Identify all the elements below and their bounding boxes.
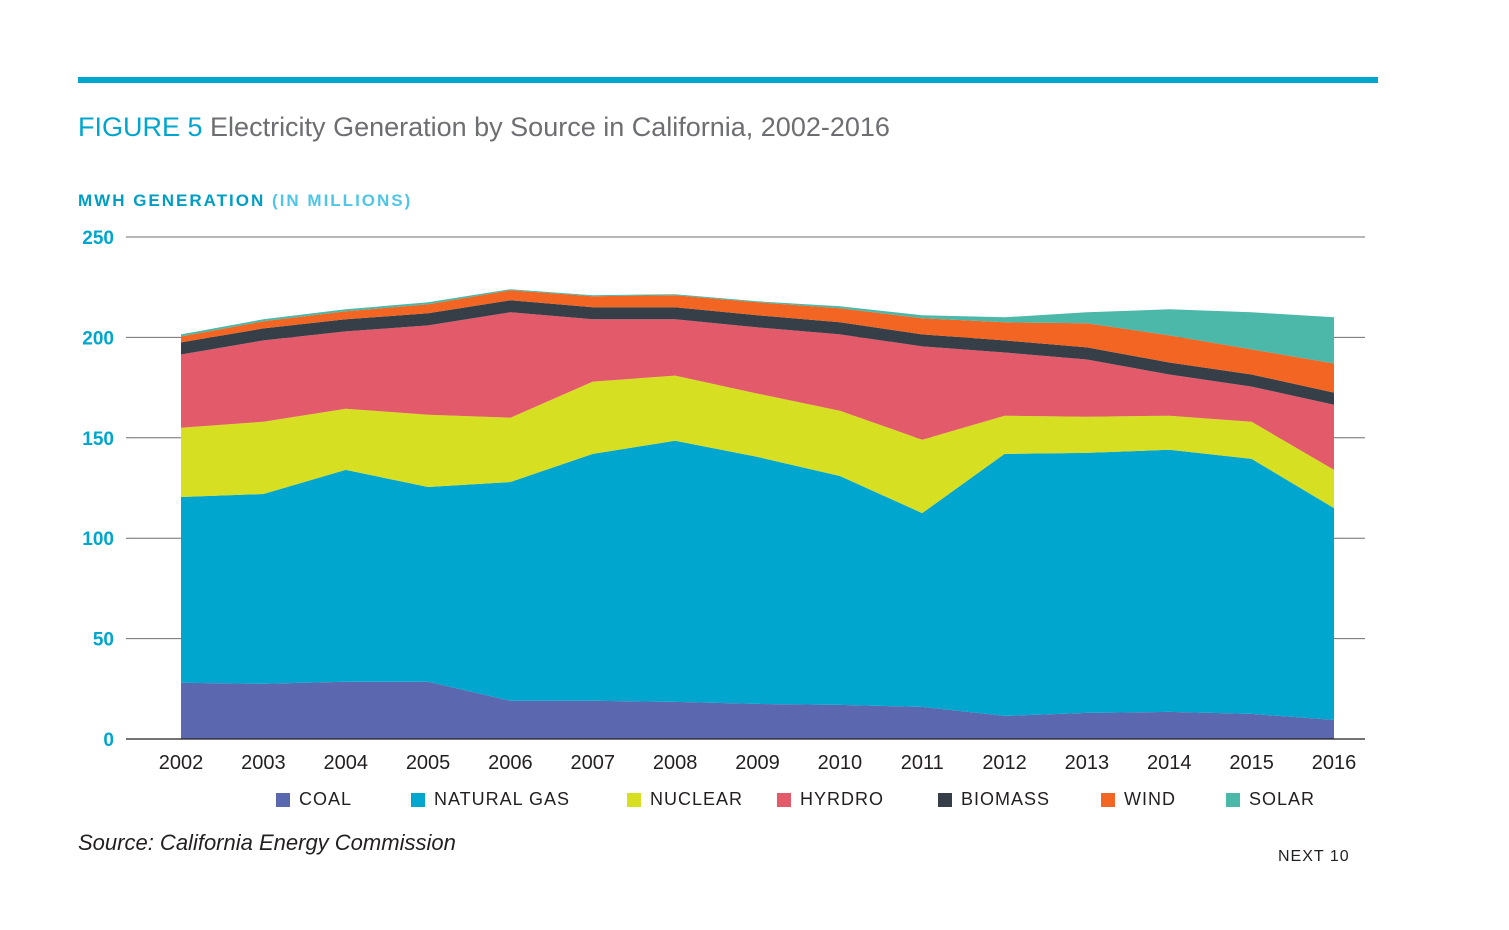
- x-tick-labels: 2002 2003 2004 2005 2006 2007 2008 2009 2010 2011…: [159, 752, 1357, 774]
- legend-swatch: [777, 792, 791, 807]
- y-tick-labels: 0 50 100 150 200 250: [82, 228, 114, 751]
- x-tick-label: 2010: [818, 752, 863, 774]
- legend-label: BIOMASS: [961, 789, 1051, 809]
- area-hyrdro: [181, 312, 1334, 470]
- x-tick-label: 2013: [1065, 752, 1110, 774]
- figure-title: FIGURE 5 Electricity Generation by Sourc…: [78, 112, 890, 143]
- figure-label: FIGURE 5: [78, 112, 203, 142]
- figure-title-text: Electricity Generation by Source in Cali…: [210, 112, 890, 142]
- legend-item-coal: COAL: [276, 789, 411, 810]
- y-axis-title-unit: (IN MILLIONS): [272, 191, 413, 210]
- x-tick-label: 2016: [1312, 752, 1357, 774]
- x-tick-label: 2009: [735, 752, 780, 774]
- top-rule: [78, 77, 1378, 83]
- y-axis-title: MWH GENERATION (IN MILLIONS): [78, 191, 412, 211]
- legend: COAL NATURAL GAS NUCLEAR HYRDRO BIOMASS WIND S…: [276, 789, 1326, 810]
- x-tick-label: 2012: [982, 752, 1027, 774]
- area-nuclear: [181, 375, 1334, 514]
- legend-label: NATURAL GAS: [434, 789, 571, 809]
- legend-label: NUCLEAR: [650, 789, 744, 809]
- legend-item-wind: WIND: [1101, 789, 1226, 810]
- y-tick-label: 150: [82, 429, 114, 450]
- x-tick-label: 2006: [488, 752, 533, 774]
- y-tick-label: 250: [82, 228, 114, 249]
- legend-label: COAL: [299, 789, 353, 809]
- legend-item-nuclear: NUCLEAR: [627, 789, 777, 810]
- legend-item-hyrdro: HYRDRO: [777, 789, 938, 810]
- area-biomass: [181, 300, 1334, 405]
- area-natural-gas: [181, 440, 1334, 720]
- legend-label: WIND: [1124, 789, 1176, 809]
- area-coal: [181, 681, 1334, 739]
- x-tick-label: 2005: [406, 752, 451, 774]
- x-tick-label: 2011: [901, 752, 944, 774]
- x-tick-label: 2002: [159, 752, 204, 774]
- x-tick-label: 2007: [571, 752, 616, 774]
- legend-swatch: [1101, 792, 1115, 807]
- legend-swatch: [276, 792, 290, 807]
- area-wind: [181, 290, 1334, 393]
- brand-logo-text: NEXT 10: [1278, 848, 1350, 865]
- legend-item-biomass: BIOMASS: [938, 789, 1101, 810]
- legend-item-natural-gas: NATURAL GAS: [411, 789, 627, 810]
- y-tick-label: 0: [103, 730, 114, 751]
- x-tick-label: 2003: [241, 752, 286, 774]
- legend-swatch: [411, 792, 425, 807]
- x-tick-label: 2015: [1229, 752, 1274, 774]
- legend-swatch: [1226, 792, 1240, 807]
- x-tick-label: 2008: [653, 752, 698, 774]
- legend-item-solar: SOLAR: [1226, 789, 1326, 810]
- y-tick-label: 50: [93, 630, 114, 651]
- legend-swatch: [627, 792, 641, 807]
- y-tick-label: 100: [82, 529, 114, 550]
- legend-label: SOLAR: [1249, 789, 1316, 809]
- y-axis-title-main: MWH GENERATION: [78, 191, 266, 210]
- source-note: Source: California Energy Commission: [78, 830, 456, 855]
- y-tick-label: 200: [82, 328, 114, 349]
- x-tick-label: 2014: [1147, 752, 1192, 774]
- area-layers: [181, 289, 1334, 739]
- legend-swatch: [938, 792, 952, 807]
- x-tick-label: 2004: [323, 752, 368, 774]
- legend-label: HYRDRO: [800, 789, 885, 809]
